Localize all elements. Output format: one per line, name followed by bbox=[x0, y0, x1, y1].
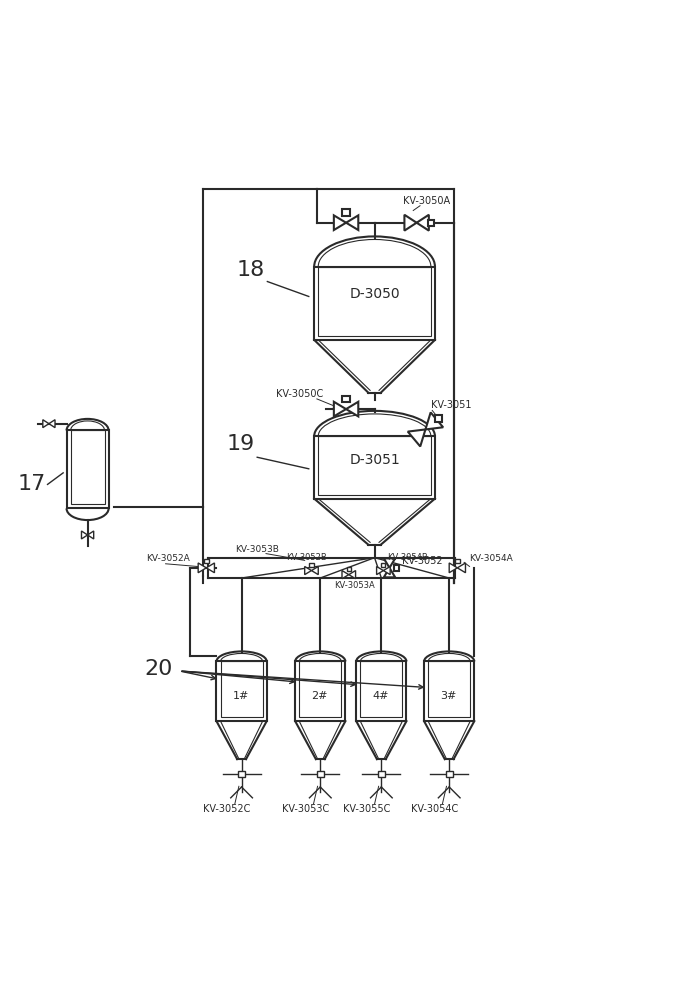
Text: 4#: 4# bbox=[373, 691, 389, 701]
Polygon shape bbox=[49, 420, 55, 428]
Text: KV-3054B: KV-3054B bbox=[386, 553, 428, 562]
Polygon shape bbox=[408, 429, 425, 446]
Polygon shape bbox=[384, 566, 390, 575]
Text: KV-3052C: KV-3052C bbox=[203, 804, 250, 814]
Text: KV-3055C: KV-3055C bbox=[343, 804, 390, 814]
Text: D-3051: D-3051 bbox=[350, 453, 400, 467]
Polygon shape bbox=[417, 215, 429, 231]
Bar bbox=[70, 430, 105, 504]
Polygon shape bbox=[384, 568, 395, 577]
Bar bbox=[314, 436, 435, 499]
Bar bbox=[318, 267, 431, 336]
Text: 3#: 3# bbox=[440, 691, 457, 701]
Bar bbox=[217, 661, 267, 721]
Text: KV-3052: KV-3052 bbox=[402, 556, 443, 566]
Bar bbox=[382, 563, 385, 567]
Text: KV-3051: KV-3051 bbox=[431, 400, 471, 410]
Bar bbox=[347, 567, 351, 571]
Bar bbox=[446, 771, 453, 777]
Text: 18: 18 bbox=[237, 260, 265, 280]
Bar bbox=[309, 563, 313, 567]
Text: KV-3052B: KV-3052B bbox=[286, 553, 326, 562]
Polygon shape bbox=[404, 215, 417, 231]
Text: 17: 17 bbox=[18, 474, 46, 494]
Polygon shape bbox=[88, 531, 94, 539]
Polygon shape bbox=[384, 558, 395, 568]
Bar bbox=[204, 559, 209, 563]
Text: 19: 19 bbox=[226, 434, 255, 454]
Polygon shape bbox=[198, 563, 207, 573]
Text: 1#: 1# bbox=[233, 691, 249, 701]
Polygon shape bbox=[334, 402, 346, 416]
Text: KV-3053A: KV-3053A bbox=[334, 581, 375, 590]
Bar bbox=[455, 559, 460, 563]
Polygon shape bbox=[377, 566, 384, 575]
Bar bbox=[428, 661, 470, 717]
Bar bbox=[220, 661, 263, 717]
Text: KV-3054C: KV-3054C bbox=[410, 804, 458, 814]
Polygon shape bbox=[346, 402, 358, 416]
Bar bbox=[343, 209, 350, 216]
Text: KV-3050A: KV-3050A bbox=[403, 196, 450, 206]
Polygon shape bbox=[207, 563, 215, 573]
Polygon shape bbox=[81, 531, 88, 539]
Text: KV-3053C: KV-3053C bbox=[282, 804, 329, 814]
Bar bbox=[356, 661, 406, 721]
Bar bbox=[428, 220, 434, 226]
Polygon shape bbox=[311, 566, 318, 575]
Bar bbox=[394, 565, 399, 571]
Polygon shape bbox=[425, 412, 443, 429]
Bar bbox=[424, 661, 474, 721]
Text: 2#: 2# bbox=[311, 691, 328, 701]
Bar bbox=[238, 771, 245, 777]
Bar bbox=[66, 430, 109, 508]
Bar bbox=[314, 267, 435, 340]
Bar bbox=[295, 661, 345, 721]
Bar bbox=[378, 771, 384, 777]
Polygon shape bbox=[449, 563, 458, 573]
Bar bbox=[343, 396, 350, 402]
Bar bbox=[318, 436, 431, 495]
Text: KV-3053B: KV-3053B bbox=[235, 545, 279, 554]
Polygon shape bbox=[342, 571, 349, 579]
Polygon shape bbox=[43, 420, 49, 428]
Text: KV-3050C: KV-3050C bbox=[276, 389, 324, 399]
Text: KV-3054A: KV-3054A bbox=[469, 554, 513, 563]
Polygon shape bbox=[458, 563, 466, 573]
Bar bbox=[360, 661, 402, 717]
Polygon shape bbox=[334, 215, 346, 230]
Polygon shape bbox=[346, 215, 358, 230]
Polygon shape bbox=[349, 571, 356, 579]
Polygon shape bbox=[304, 566, 311, 575]
Bar bbox=[317, 771, 324, 777]
Bar bbox=[435, 415, 443, 422]
Text: KV-3052A: KV-3052A bbox=[146, 554, 190, 563]
Text: 20: 20 bbox=[144, 659, 172, 679]
Text: D-3050: D-3050 bbox=[350, 287, 400, 301]
Bar bbox=[300, 661, 341, 717]
